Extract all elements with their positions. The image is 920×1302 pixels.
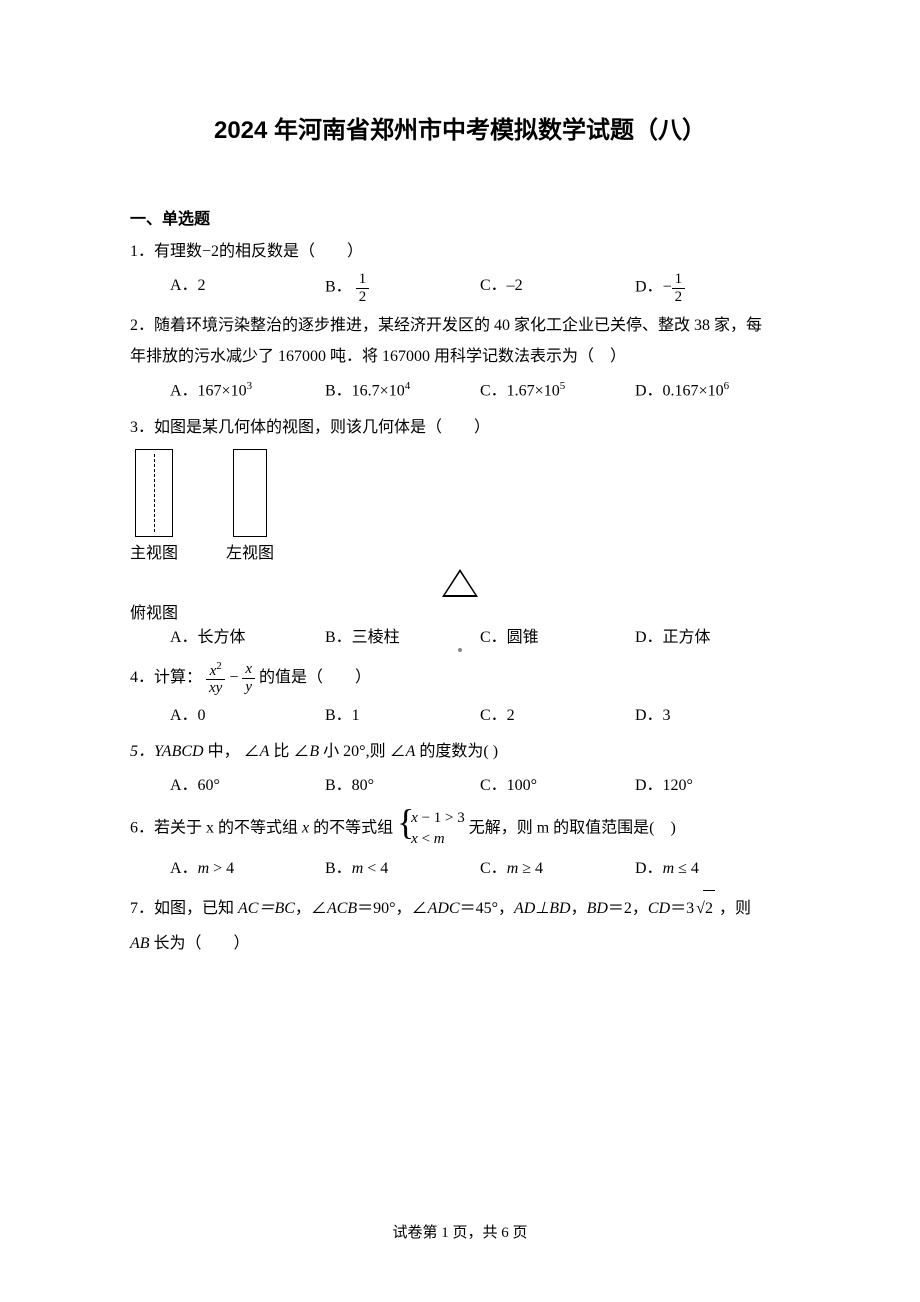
q1-opt-c: C．–2 — [480, 271, 635, 305]
q3-opt-c: C．圆锥 — [480, 623, 635, 653]
question-6: 6．若关于 x 的不等式组 x 的不等式组 { x − 1 > 3 x < m … — [130, 808, 790, 850]
q2-line1: 2．随着环境污染整治的逐步推进，某经济开发区的 40 家化工企业已关停、整改 3… — [130, 311, 790, 341]
q5-opt-a: A．60° — [170, 771, 325, 801]
q1-opt-b: B． 1 2 — [325, 271, 480, 305]
question-3: 3．如图是某几何体的视图，则该几何体是（ ） — [130, 413, 790, 443]
q2-opt-b: B．16.7×104 — [325, 376, 480, 407]
q1-stem: 1．有理数−2的相反数是（ ） — [130, 237, 790, 267]
q2-line2: 年排放的污水减少了 167000 吨．将 167000 用科学记数法表示为（ ） — [130, 342, 790, 372]
question-5: 5．YABCD 中， ∠A 比 ∠B 小 20°,则 ∠A 的度数为( ) — [130, 737, 790, 767]
q3-opt-a: A．长方体 — [170, 623, 325, 653]
question-7: 7．如图，已知 AC＝BC，∠ACB＝90°，∠ADC＝45°，AD⊥BD，BD… — [130, 890, 790, 961]
q1-opt-a: A．2 — [170, 271, 325, 305]
q5-opt-c: C．100° — [480, 771, 635, 801]
q6-opt-b: B．m < 4 — [325, 854, 480, 884]
q1-opt-d: D．− 1 2 — [635, 271, 790, 305]
q5-stem: 5．YABCD 中， ∠A 比 ∠B 小 20°,则 ∠A 的度数为( ) — [130, 737, 790, 767]
fraction: 1 2 — [356, 271, 370, 305]
q3-opt-b: B．三棱柱 — [325, 623, 480, 653]
top-view-triangle — [442, 569, 478, 597]
question-1: 1．有理数−2的相反数是（ ） — [130, 237, 790, 267]
q2-opt-c: C．1.67×105 — [480, 376, 635, 407]
q4-opt-b: B．1 — [325, 701, 480, 731]
sqrt: √2 — [694, 890, 715, 926]
page-footer: 试卷第 1 页，共 6 页 — [0, 1221, 920, 1242]
q3-figures: 主视图 左视图 — [130, 449, 790, 563]
q5-opt-d: D．120° — [635, 771, 790, 801]
fraction: 1 2 — [672, 271, 686, 305]
fraction: x y — [242, 661, 255, 695]
q1-options: A．2 B． 1 2 C．–2 D．− 1 2 — [130, 271, 790, 305]
q5-options: A．60° B．80° C．100° D．120° — [130, 771, 790, 801]
main-view: 主视图 — [130, 449, 178, 563]
q3-opt-d: D．正方体 — [635, 623, 790, 653]
section-heading: 一、单选题 — [130, 205, 790, 229]
q3-stem: 3．如图是某几何体的视图，则该几何体是（ ） — [130, 413, 790, 443]
q2-options: A．167×103 B．16.7×104 C．1.67×105 D．0.167×… — [130, 376, 790, 407]
top-view: 俯视图 — [130, 569, 790, 623]
dot-icon — [458, 648, 462, 652]
question-4: 4．计算： x2 xy − x y 的值是（ ） — [130, 660, 790, 697]
q2-opt-d: D．0.167×106 — [635, 376, 790, 407]
q4-options: A．0 B．1 C．2 D．3 — [130, 701, 790, 731]
q6-opt-d: D．m ≤ 4 — [635, 854, 790, 884]
brace-system: { x − 1 > 3 x < m — [397, 808, 465, 850]
left-view: 左视图 — [226, 449, 274, 563]
q2-opt-a: A．167×103 — [170, 376, 325, 407]
q4-opt-d: D．3 — [635, 701, 790, 731]
fraction: x2 xy — [206, 660, 225, 697]
left-view-box — [233, 449, 267, 537]
q6-options: A．m > 4 B．m < 4 C．m ≥ 4 D．m ≤ 4 — [130, 854, 790, 884]
q4-opt-a: A．0 — [170, 701, 325, 731]
q6-opt-c: C．m ≥ 4 — [480, 854, 635, 884]
q4-opt-c: C．2 — [480, 701, 635, 731]
q6-opt-a: A．m > 4 — [170, 854, 325, 884]
main-view-box — [135, 449, 173, 537]
page-title: 2024 年河南省郑州市中考模拟数学试题（八） — [130, 110, 790, 145]
q5-opt-b: B．80° — [325, 771, 480, 801]
question-2: 2．随着环境污染整治的逐步推进，某经济开发区的 40 家化工企业已关停、整改 3… — [130, 311, 790, 372]
